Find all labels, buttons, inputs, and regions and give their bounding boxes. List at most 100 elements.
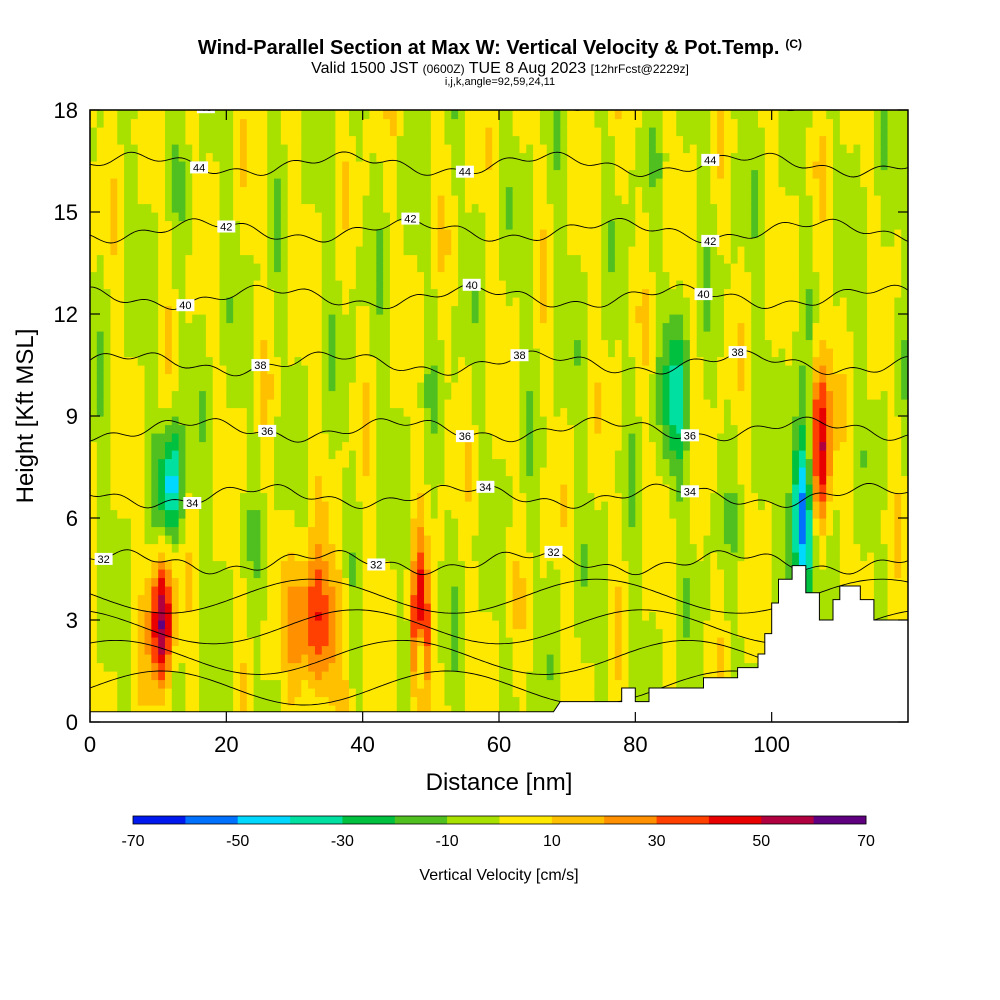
w-cell <box>526 509 534 519</box>
w-cell <box>369 195 377 205</box>
w-cell <box>185 628 193 638</box>
w-cell <box>226 526 234 536</box>
w-cell <box>260 705 268 715</box>
w-cell <box>355 628 364 638</box>
w-cell <box>437 526 446 536</box>
w-cell <box>130 501 139 511</box>
w-cell <box>383 407 391 417</box>
w-cell <box>396 450 405 460</box>
w-cell <box>151 331 159 341</box>
w-cell <box>396 637 405 647</box>
w-cell <box>485 416 493 426</box>
w-cell <box>451 662 459 672</box>
w-cell <box>417 110 425 120</box>
w-cell <box>233 161 241 171</box>
w-cell <box>294 212 302 222</box>
w-cell <box>308 560 316 570</box>
w-cell <box>485 169 493 179</box>
w-cell <box>124 603 132 613</box>
w-cell <box>519 475 527 485</box>
w-cell <box>185 441 193 451</box>
w-cell <box>546 628 555 638</box>
w-cell <box>219 254 227 264</box>
w-cell <box>410 560 418 570</box>
w-cell <box>287 144 296 154</box>
w-cell <box>533 620 541 630</box>
w-cell <box>130 492 139 502</box>
w-cell <box>117 331 125 341</box>
w-cell <box>526 186 534 196</box>
w-cell <box>383 484 391 494</box>
w-cell <box>110 297 118 307</box>
w-cell <box>260 662 268 672</box>
w-cell <box>499 518 507 528</box>
w-cell <box>144 637 152 647</box>
w-cell <box>389 212 398 222</box>
w-cell <box>335 186 343 196</box>
w-cell <box>239 399 248 409</box>
w-cell <box>437 509 446 519</box>
w-cell <box>389 356 398 366</box>
w-cell <box>355 169 364 179</box>
w-cell <box>267 620 275 630</box>
w-cell <box>233 322 241 332</box>
w-cell <box>485 603 493 613</box>
w-cell <box>512 178 521 188</box>
w-cell <box>158 356 166 366</box>
w-cell <box>553 246 561 256</box>
w-cell <box>321 195 330 205</box>
w-cell <box>267 212 275 222</box>
w-cell <box>464 152 473 162</box>
w-cell <box>212 552 221 562</box>
w-cell <box>376 620 384 630</box>
w-cell <box>212 407 221 417</box>
w-cell <box>396 518 405 528</box>
w-cell <box>274 662 282 672</box>
w-cell <box>362 560 371 570</box>
w-cell <box>308 195 316 205</box>
w-cell <box>492 288 500 298</box>
w-cell <box>451 322 459 332</box>
w-cell <box>505 271 514 281</box>
w-cell <box>239 501 248 511</box>
w-cell <box>199 390 207 400</box>
w-cell <box>546 373 555 383</box>
w-cell <box>335 297 343 307</box>
w-cell <box>314 577 323 587</box>
w-cell <box>267 611 275 621</box>
w-cell <box>492 679 500 689</box>
w-cell <box>362 696 371 706</box>
w-cell <box>321 399 330 409</box>
w-cell <box>335 654 343 664</box>
w-cell <box>505 246 514 256</box>
w-cell <box>464 178 473 188</box>
w-cell <box>519 628 527 638</box>
w-cell <box>362 543 371 553</box>
w-cell <box>192 382 200 392</box>
w-cell <box>219 373 227 383</box>
w-cell <box>505 144 514 154</box>
w-cell <box>539 169 548 179</box>
w-cell <box>424 127 432 137</box>
w-cell <box>376 203 384 213</box>
w-cell <box>260 645 268 655</box>
w-cell <box>424 535 432 545</box>
w-cell <box>110 450 118 460</box>
w-cell <box>478 688 486 698</box>
w-cell <box>349 696 357 706</box>
w-cell <box>560 594 568 604</box>
w-cell <box>458 458 466 468</box>
w-cell <box>260 161 268 171</box>
w-cell <box>96 569 105 579</box>
w-cell <box>485 127 493 137</box>
w-cell <box>342 577 350 587</box>
w-cell <box>430 288 439 298</box>
w-cell <box>267 271 275 281</box>
w-cell <box>192 288 200 298</box>
w-cell <box>178 705 187 715</box>
w-cell <box>246 594 255 604</box>
w-cell <box>308 586 316 596</box>
w-cell <box>335 331 343 341</box>
w-cell <box>458 594 466 604</box>
w-cell <box>396 416 405 426</box>
